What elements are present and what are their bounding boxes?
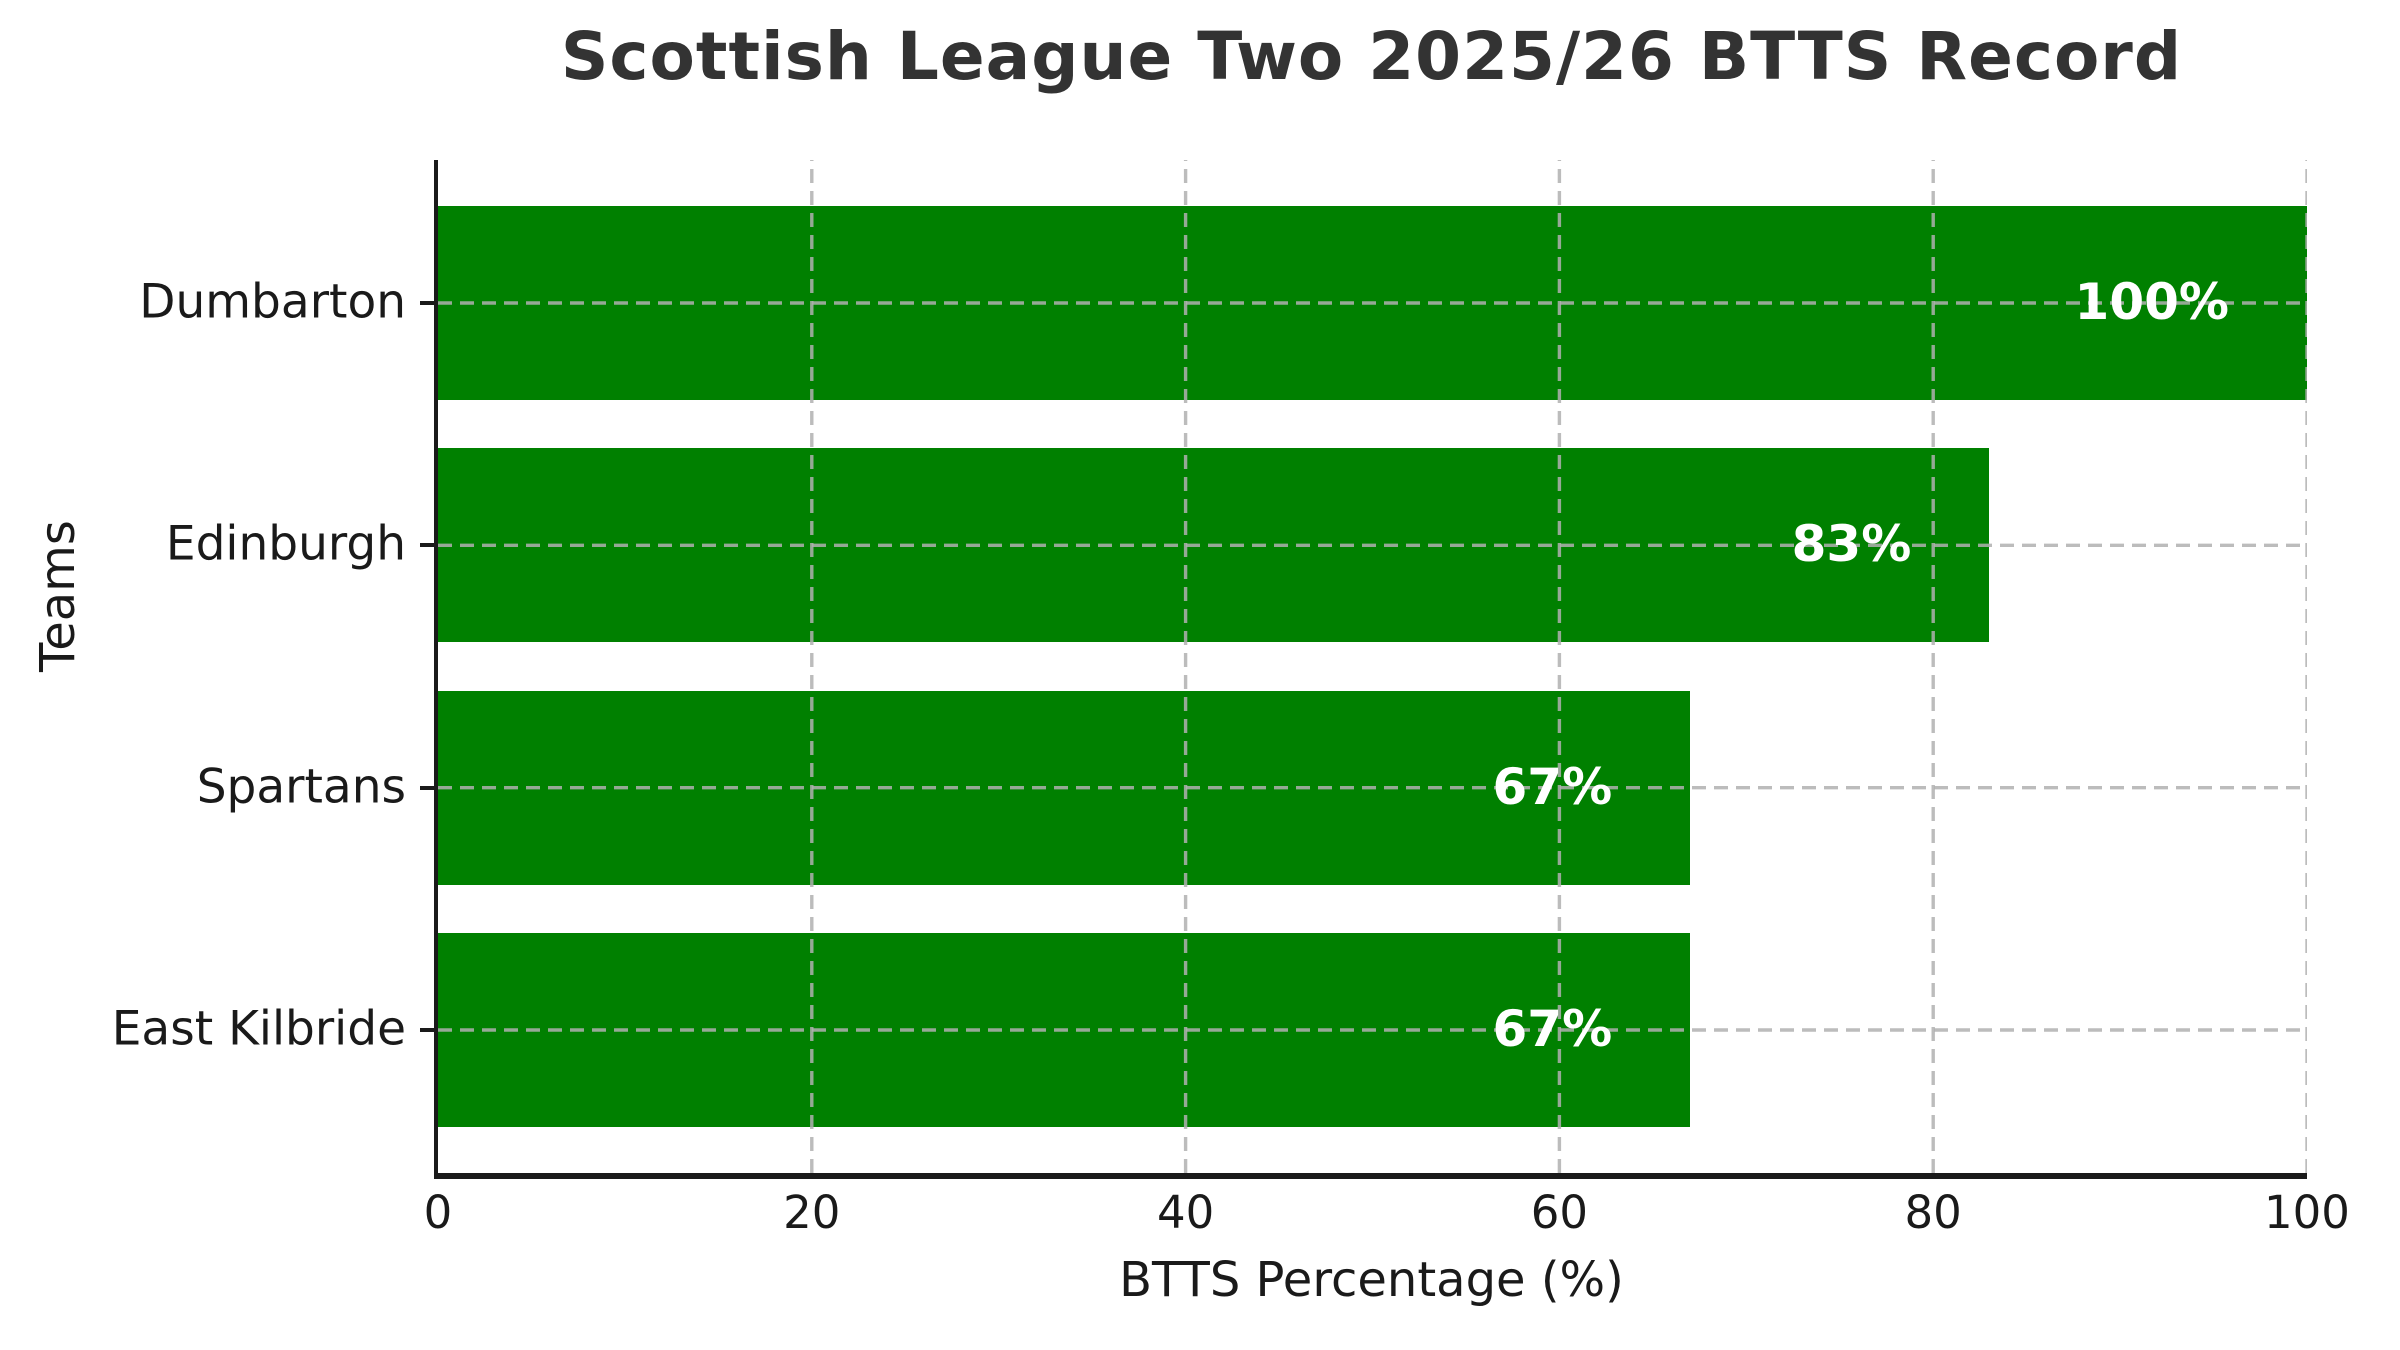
y-axis-category-label: Dumbarton (139, 274, 406, 330)
x-tick-label: 80 (1904, 1186, 1962, 1239)
y-axis-category-label: Edinburgh (165, 516, 406, 572)
y-axis-category-label: Spartans (196, 759, 406, 815)
chart-title: Scottish League Two 2025/26 BTTS Record (560, 18, 2183, 95)
y-tick-mark (420, 785, 436, 790)
bar-dumbarton (438, 206, 2307, 400)
y-tick-mark (420, 1028, 436, 1032)
bar-value-label: 67% (1492, 999, 1613, 1058)
y-axis-category-label: East Kilbride (111, 1001, 406, 1057)
bar-value-label: 67% (1492, 757, 1613, 816)
x-tick-label: 60 (1530, 1186, 1589, 1239)
bar-value-label: 100% (2074, 272, 2229, 331)
y-tick-mark (420, 543, 436, 548)
x-tick-label: 100 (2264, 1186, 2350, 1239)
plot-area: 100% 83% 67% 67% (434, 160, 2307, 1179)
x-tick-label: 20 (783, 1186, 841, 1239)
x-axis-title: BTTS Percentage (%) (1119, 1252, 1624, 1308)
x-tick-label: 0 (423, 1186, 453, 1239)
x-tick-label: 40 (1156, 1186, 1215, 1239)
bar-edinburgh (438, 448, 1990, 643)
bar-value-label: 83% (1791, 515, 1912, 574)
y-tick-mark (420, 301, 436, 305)
